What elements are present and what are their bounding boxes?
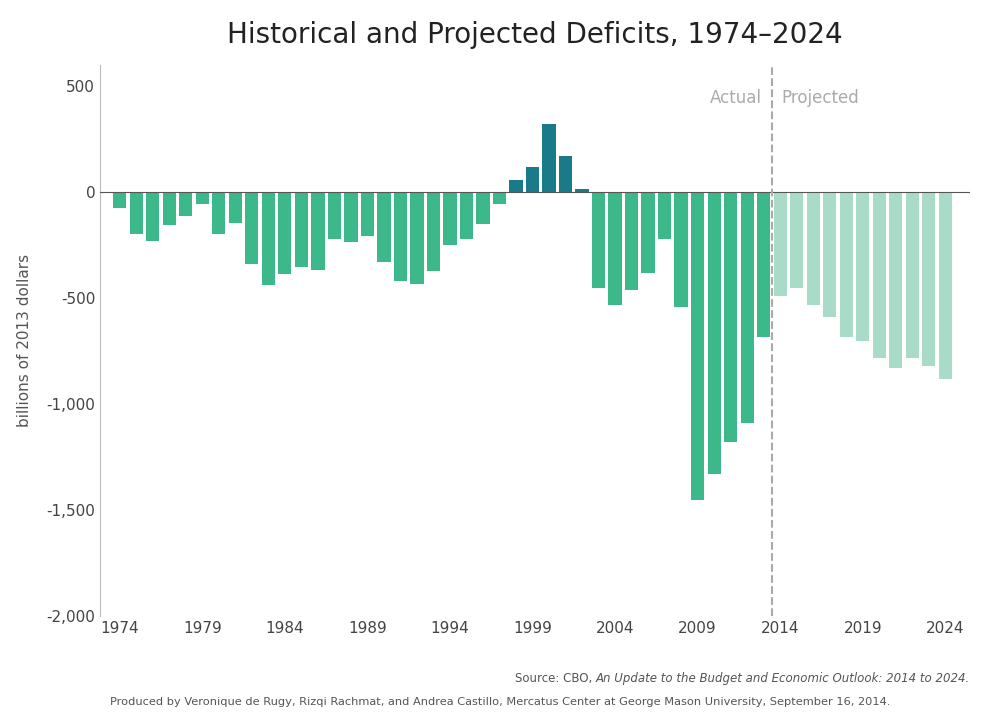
Bar <box>608 192 622 304</box>
Bar <box>229 192 242 223</box>
Bar <box>741 192 754 423</box>
Text: Projected: Projected <box>782 88 860 107</box>
Bar <box>394 192 407 281</box>
Bar <box>658 192 671 239</box>
Bar <box>906 192 919 357</box>
Bar <box>939 192 952 379</box>
Bar <box>410 192 424 283</box>
Bar <box>262 192 275 285</box>
Bar <box>542 123 556 192</box>
Text: Source: CBO,: Source: CBO, <box>515 672 596 685</box>
Bar <box>328 192 341 239</box>
Bar <box>873 192 886 357</box>
Bar <box>493 192 506 204</box>
Bar <box>922 192 935 366</box>
Bar <box>674 192 688 307</box>
Bar <box>130 192 143 233</box>
Bar <box>708 192 721 474</box>
Bar <box>311 192 325 270</box>
Bar <box>840 192 853 336</box>
Bar <box>146 192 159 241</box>
Bar <box>575 189 589 192</box>
Text: Actual: Actual <box>710 88 762 107</box>
Bar <box>113 192 126 208</box>
Bar <box>212 192 225 233</box>
Bar <box>377 192 391 262</box>
Bar <box>856 192 869 341</box>
Bar <box>427 192 440 271</box>
Bar <box>509 180 523 192</box>
Bar <box>889 192 902 368</box>
Bar <box>774 192 787 297</box>
Bar <box>757 192 770 336</box>
Bar <box>361 192 374 236</box>
Bar <box>625 192 638 290</box>
Bar <box>443 192 457 245</box>
Text: Produced by Veronique de Rugy, Rizqi Rachmat, and Andrea Castillo, Mercatus Cent: Produced by Veronique de Rugy, Rizqi Rac… <box>110 697 890 707</box>
Y-axis label: billions of 2013 dollars: billions of 2013 dollars <box>17 254 32 427</box>
Bar <box>344 192 358 242</box>
Title: Historical and Projected Deficits, 1974–2024: Historical and Projected Deficits, 1974–… <box>227 21 843 49</box>
Bar <box>724 192 737 442</box>
Bar <box>823 192 836 318</box>
Bar <box>559 157 572 192</box>
Bar <box>691 192 704 500</box>
Bar <box>179 192 192 216</box>
Bar <box>460 192 473 239</box>
Bar <box>245 192 258 265</box>
Bar <box>526 167 539 192</box>
Text: An Update to the Budget and Economic Outlook: 2014 to 2024.: An Update to the Budget and Economic Out… <box>596 672 970 685</box>
Bar <box>278 192 291 274</box>
Bar <box>807 192 820 304</box>
Bar <box>476 192 490 224</box>
Bar <box>163 192 176 225</box>
Bar <box>592 192 605 288</box>
Bar <box>790 192 803 288</box>
Bar <box>295 192 308 267</box>
Bar <box>196 192 209 204</box>
Bar <box>641 192 655 273</box>
